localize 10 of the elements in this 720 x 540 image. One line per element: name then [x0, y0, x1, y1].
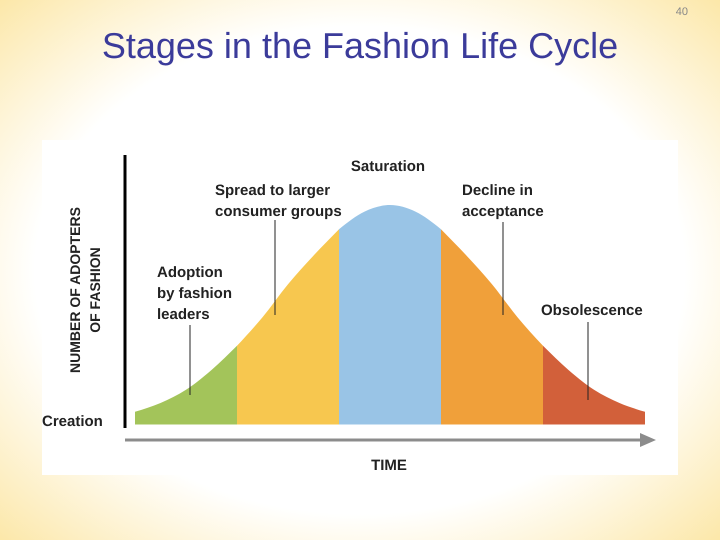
annotation: Obsolescence: [541, 302, 643, 319]
x-axis-title: TIME: [371, 457, 407, 474]
chart-title: Stages in the Fashion Life Cycle: [102, 25, 618, 66]
text: Creation: [42, 413, 103, 430]
annotation: Decline in acceptance: [462, 182, 544, 220]
text: Saturation: [350, 158, 426, 175]
annotation: Adoption by fashion leaders: [157, 264, 232, 323]
y-axis-title: NUMBER OF ADOPTERS OF FASHION: [67, 207, 103, 373]
annotation: Spread to larger consumer groups: [215, 182, 342, 220]
text: 40: [676, 6, 688, 18]
